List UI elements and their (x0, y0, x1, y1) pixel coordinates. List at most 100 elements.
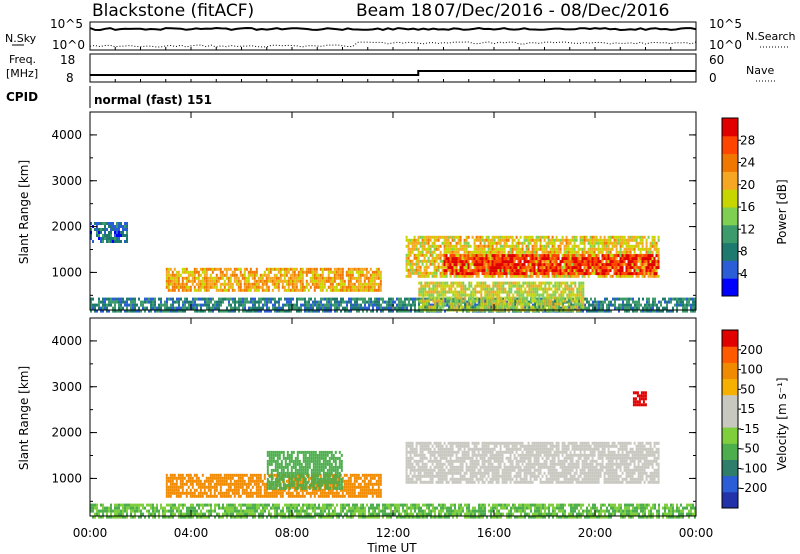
gate-cell (421, 274, 424, 278)
gate-cell (328, 303, 330, 307)
gate-cell (471, 235, 474, 239)
gate-cell (150, 297, 152, 301)
gate-cell (274, 297, 276, 301)
gate-cell (171, 276, 174, 280)
gate-cell (292, 297, 294, 301)
gate-cell (303, 288, 306, 292)
gate-cell (166, 303, 168, 307)
gate-cell (447, 268, 450, 272)
gate-cell (660, 303, 662, 307)
gate-cell (513, 266, 516, 270)
gate-cell (262, 306, 264, 310)
gate-cell (523, 263, 526, 267)
gate-cell (249, 288, 252, 292)
gate-cell (263, 273, 266, 277)
gate-cell (549, 260, 552, 264)
gate-cell (370, 300, 372, 304)
gate-cell (530, 281, 533, 285)
gate-cell (504, 302, 507, 306)
gate-cell (100, 503, 102, 507)
gate-cell (264, 300, 266, 304)
gate-cell (548, 281, 551, 285)
gate-cell (562, 281, 565, 285)
gate-cell (557, 269, 560, 273)
gate-cell (427, 274, 430, 278)
gate-cell (184, 303, 186, 307)
gate-cell (188, 303, 190, 307)
gate-cell (193, 276, 196, 280)
gate-cell (102, 228, 104, 231)
gate-cell (108, 506, 110, 510)
gate-cell (444, 284, 447, 288)
gate-cell (479, 235, 482, 239)
gate-cell (341, 270, 344, 274)
gate-cell (582, 284, 585, 288)
gate-cell (435, 238, 438, 242)
gate-cell (329, 285, 332, 289)
gate-cell (495, 272, 498, 276)
gate-cell (396, 306, 398, 310)
gate-cell (591, 260, 594, 264)
gate-cell (443, 235, 446, 239)
gate-cell (359, 276, 362, 280)
gate-cell (500, 302, 503, 306)
gate-cell (492, 281, 495, 285)
gate-cell (180, 512, 182, 516)
gate-cell (493, 272, 496, 276)
gate-cell (448, 300, 450, 304)
power-heatmap (90, 222, 696, 313)
gate-cell (457, 262, 460, 266)
gate-cell (649, 274, 652, 278)
gate-cell (424, 290, 427, 294)
gate-cell (154, 300, 156, 304)
gate-cell (500, 299, 503, 303)
gate-cell (544, 284, 547, 288)
gate-cell (406, 306, 408, 310)
gate-cell (544, 296, 547, 300)
gate-cell (184, 503, 186, 507)
gate-cell (132, 503, 134, 507)
gate-cell (682, 306, 684, 310)
gate-cell (526, 290, 529, 294)
gate-cell (269, 267, 272, 271)
gate-cell (498, 287, 501, 291)
gate-cell (557, 274, 560, 278)
gate-cell (455, 247, 458, 251)
gate-cell (497, 274, 500, 278)
gate-cell (423, 241, 426, 245)
gate-cell (519, 263, 522, 267)
gate-cell (185, 279, 188, 283)
gate-cell (263, 270, 266, 274)
gate-cell (252, 512, 254, 516)
gate-cell (247, 288, 250, 292)
gate-cell (450, 287, 453, 291)
gate-cell (124, 509, 126, 513)
gate-cell (465, 274, 468, 278)
gate-cell (489, 250, 492, 254)
gate-cell (176, 297, 178, 301)
gate-cell (615, 238, 618, 242)
gate-cell (329, 270, 332, 274)
gate-cell (269, 276, 272, 280)
gate-cell (142, 300, 144, 304)
gate-cell (165, 267, 168, 271)
gate-cell (275, 267, 278, 271)
gate-cell (607, 244, 610, 248)
gate-cell (607, 257, 610, 261)
gate-cell (438, 305, 441, 309)
gate-cell (185, 267, 188, 271)
gate-cell (522, 293, 525, 297)
gate-cell (246, 515, 248, 519)
gate-cell (452, 281, 455, 285)
gate-cell (541, 269, 544, 273)
gate-cell (244, 503, 246, 507)
gate-cell (325, 288, 328, 292)
gate-cell (459, 235, 462, 239)
gate-cell (597, 274, 600, 278)
gate-cell (371, 285, 374, 289)
gate-cell (409, 238, 412, 242)
gate-cell (537, 256, 540, 260)
gate-cell (489, 244, 492, 248)
gate-cell (540, 281, 543, 285)
gate-cell (486, 290, 489, 294)
